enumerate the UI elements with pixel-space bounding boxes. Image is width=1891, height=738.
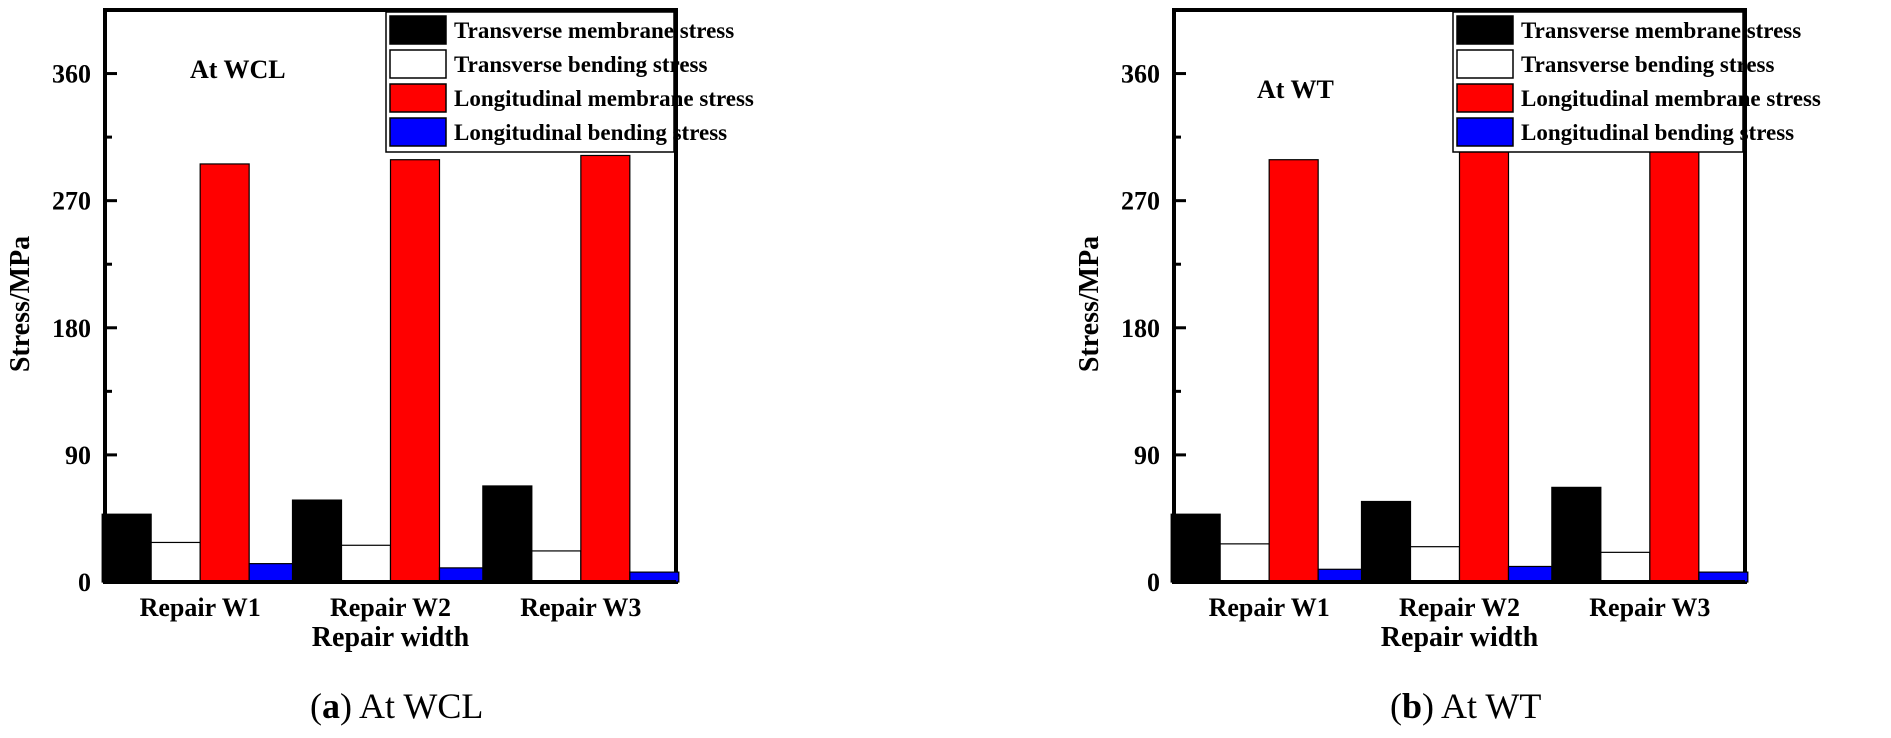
y-tick-label: 90 (1134, 441, 1160, 470)
x-tick-label: Repair W1 (140, 593, 261, 622)
bar-longitudinal-membrane-stress-1 (199, 163, 250, 583)
caption-label: At WCL (359, 686, 483, 726)
bar-transverse-bending-stress-1 (1219, 543, 1270, 583)
legend: Transverse membrane stress Transverse ben… (1452, 11, 1821, 153)
y-tick-label: 0 (78, 568, 91, 597)
x-tick-label: Repair W2 (1399, 593, 1520, 622)
legend-swatch (389, 15, 447, 45)
bar-longitudinal-membrane-stress-2 (1458, 150, 1510, 583)
bar-longitudinal-bending-stress-2 (1507, 565, 1559, 583)
chart-annotation: At WT (1257, 75, 1334, 104)
legend-label: Longitudinal bending stress (1521, 120, 1794, 145)
bar-transverse-membrane-stress-1 (101, 513, 152, 583)
y-tick-label: 180 (1121, 314, 1160, 343)
legend-swatch (1456, 49, 1514, 79)
y-tick-label: 360 (1121, 60, 1160, 89)
legend-label: Transverse bending stress (1521, 52, 1774, 77)
caption-paren-open: ( (1390, 686, 1402, 726)
y-tick-label: 360 (52, 60, 91, 89)
chart-panel-a: 0 90 180 270 360 Repair W1 Repair W2 Repair W3 R… (5, 8, 754, 653)
y-axis-title: Stress/MPa (5, 236, 36, 372)
bar-transverse-membrane-stress-3 (1551, 486, 1602, 583)
legend-label: Transverse membrane stress (1521, 18, 1801, 43)
caption-label: At WT (1441, 686, 1541, 726)
y-tick-label: 90 (65, 441, 91, 470)
legend: Transverse membrane stress Transverse ben… (385, 11, 754, 153)
bar-longitudinal-membrane-stress-3 (580, 154, 631, 583)
caption-paren-close: ) (1422, 686, 1441, 726)
bar-transverse-bending-stress-2 (1409, 546, 1461, 583)
bar-longitudinal-bending-stress-1 (248, 563, 299, 583)
bar-longitudinal-bending-stress-2 (438, 567, 490, 583)
y-tick-label: 270 (52, 187, 91, 216)
bar-transverse-bending-stress-3 (1600, 551, 1651, 583)
y-tick-label: 270 (1121, 187, 1160, 216)
caption-letter: b (1402, 686, 1422, 726)
bar-transverse-membrane-stress-2 (1360, 500, 1412, 583)
legend-label: Transverse bending stress (454, 52, 707, 77)
bar-transverse-membrane-stress-1 (1170, 513, 1221, 583)
x-axis-title: Repair width (1381, 622, 1539, 653)
x-tick-label: Repair W3 (520, 593, 641, 622)
legend-label: Transverse membrane stress (454, 18, 734, 43)
chart-panel-b: 0 90 180 270 360 Repair W1 Repair W2 Repair W3 R… (1074, 8, 1821, 653)
legend-swatch (1456, 15, 1514, 45)
y-tick-label: 180 (52, 314, 91, 343)
caption-paren-open: ( (310, 686, 322, 726)
legend-swatch (389, 117, 447, 147)
caption-letter: a (322, 686, 340, 726)
figure-caption: (a) At WCL (310, 686, 483, 726)
figure-caption: (b) At WT (1390, 686, 1541, 726)
legend-swatch (389, 49, 447, 79)
bar-longitudinal-membrane-stress-2 (389, 159, 441, 583)
legend-swatch (1456, 117, 1514, 147)
x-tick-label: Repair W3 (1589, 593, 1710, 622)
x-tick-label: Repair W2 (330, 593, 451, 622)
bar-transverse-bending-stress-2 (340, 544, 392, 583)
legend-swatch (1456, 83, 1514, 113)
bar-transverse-membrane-stress-3 (482, 485, 533, 583)
chart-annotation: At WCL (190, 55, 286, 84)
x-axis-title: Repair width (312, 622, 470, 653)
legend-swatch (389, 83, 447, 113)
bar-longitudinal-membrane-stress-1 (1268, 159, 1319, 583)
caption-paren-close: ) (340, 686, 359, 726)
bar-transverse-bending-stress-3 (531, 550, 582, 583)
legend-label: Longitudinal membrane stress (1521, 86, 1821, 111)
y-axis-title: Stress/MPa (1074, 236, 1105, 372)
y-tick-label: 0 (1147, 568, 1160, 597)
legend-label: Longitudinal bending stress (454, 120, 727, 145)
legend-label: Longitudinal membrane stress (454, 86, 754, 111)
bar-transverse-membrane-stress-2 (291, 499, 343, 583)
bar-transverse-bending-stress-1 (150, 541, 201, 583)
x-tick-label: Repair W1 (1209, 593, 1330, 622)
bar-longitudinal-membrane-stress-3 (1649, 149, 1700, 583)
